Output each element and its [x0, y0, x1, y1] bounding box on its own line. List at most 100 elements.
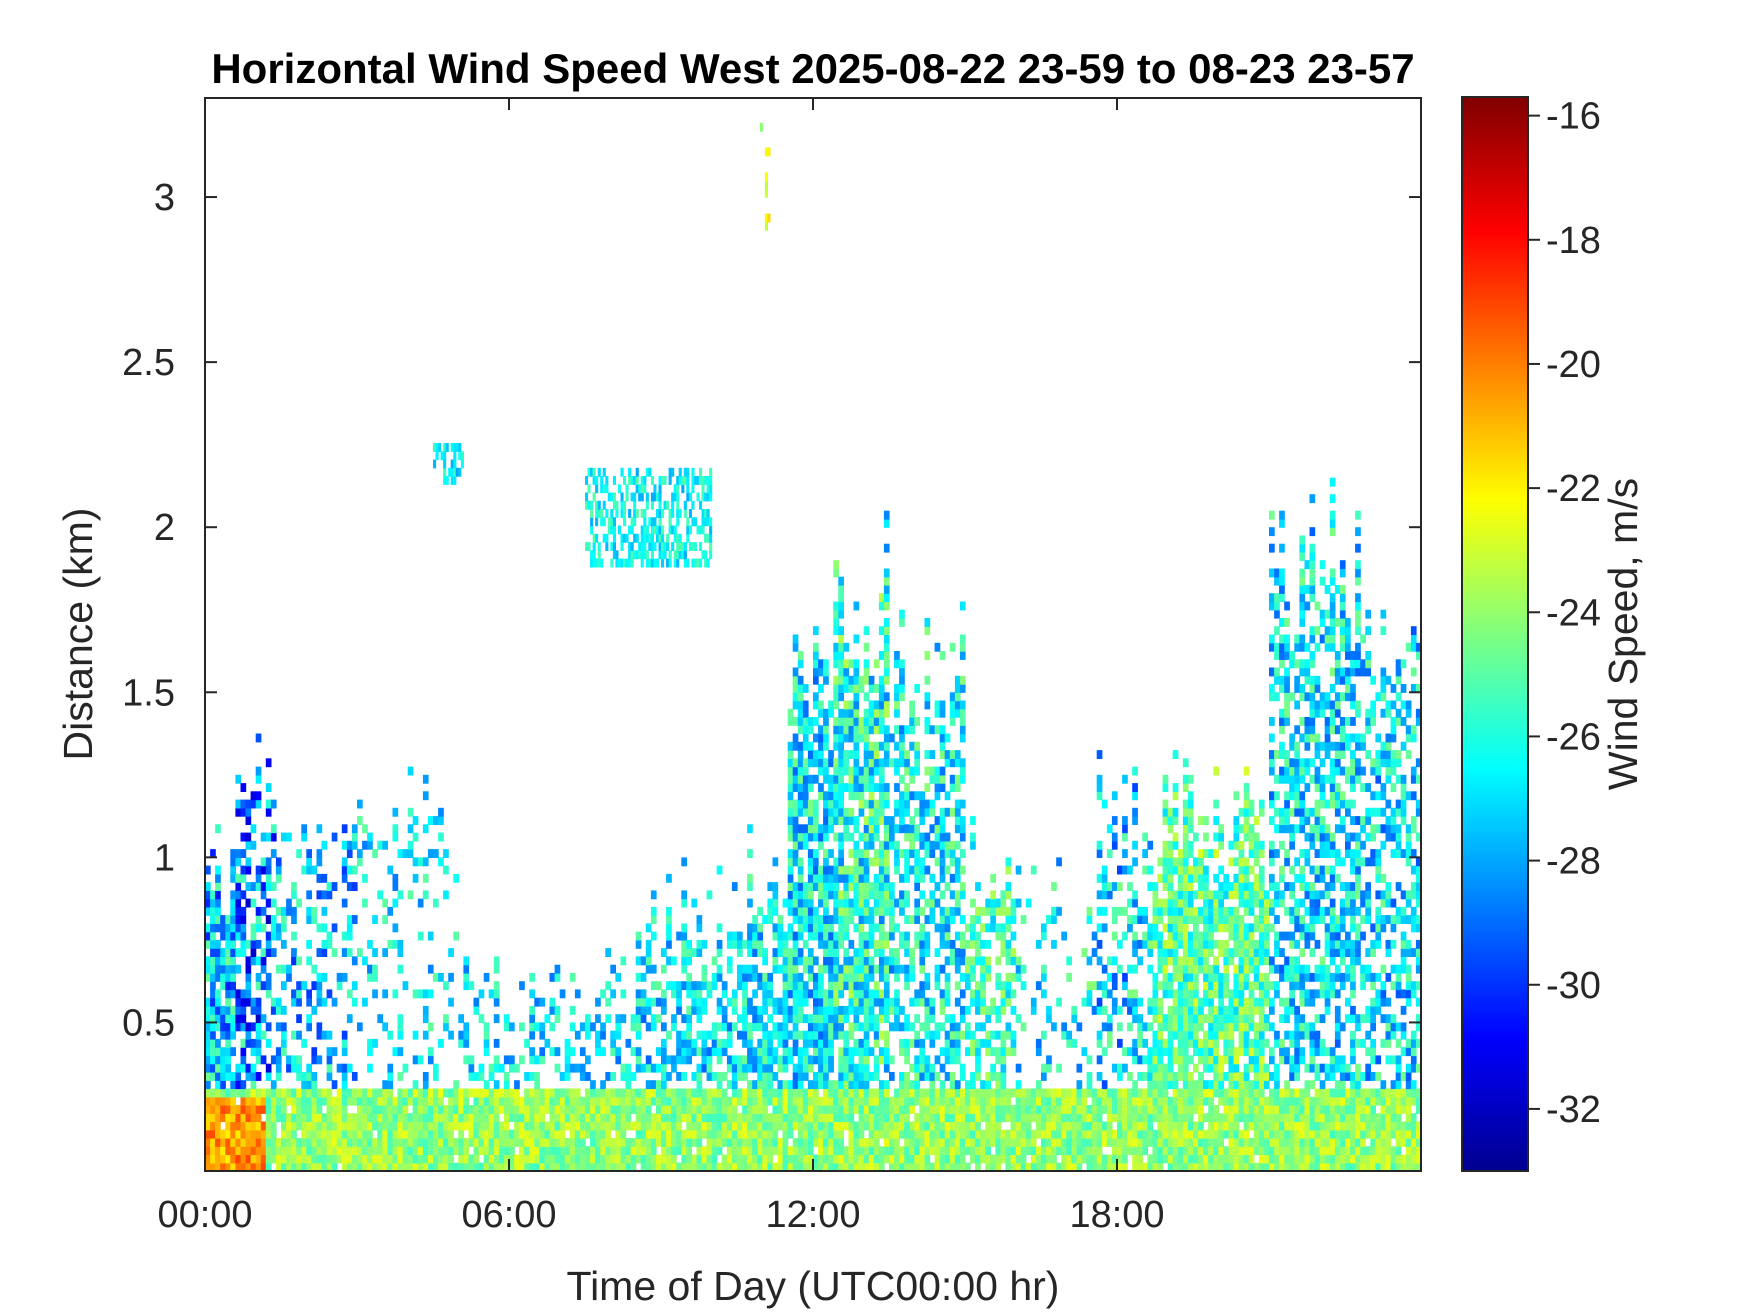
heatmap-cell: [235, 1121, 242, 1131]
heatmap-cell: [894, 972, 900, 982]
heatmap-cell: [655, 1088, 662, 1098]
heatmap-cell: [1132, 1038, 1138, 1048]
heatmap-cell: [807, 906, 814, 916]
heatmap-cell: [1132, 931, 1138, 941]
heatmap-cell: [868, 700, 875, 710]
heatmap-cell: [422, 1154, 429, 1164]
heatmap-cell: [1030, 1154, 1037, 1164]
heatmap-cell: [1020, 1121, 1027, 1131]
heatmap-cell: [853, 1121, 860, 1131]
heatmap-cell: [929, 1096, 936, 1106]
heatmap-cell: [250, 1063, 257, 1073]
heatmap-cell: [691, 981, 698, 991]
heatmap-cell: [1198, 997, 1204, 1007]
heatmap-cell: [868, 882, 875, 891]
heatmap-cell: [443, 1105, 449, 1114]
heatmap-cell: [544, 1038, 551, 1048]
heatmap-cell: [716, 1113, 723, 1123]
heatmap-cell: [544, 1154, 551, 1164]
heatmap-cell: [671, 1055, 677, 1065]
heatmap-cell: [1198, 1047, 1204, 1057]
heatmap-cell: [914, 1072, 920, 1081]
heatmap-cell: [645, 1146, 652, 1156]
heatmap-cell: [655, 1129, 662, 1139]
heatmap-cell: [514, 1088, 520, 1098]
heatmap-cell: [873, 1146, 880, 1156]
heatmap-cell: [235, 849, 242, 858]
heatmap-cell: [524, 1088, 530, 1098]
heatmap-cell: [807, 1162, 814, 1171]
heatmap-cell: [275, 1105, 282, 1114]
heatmap-cell: [883, 1121, 890, 1131]
heatmap-cell: [230, 964, 236, 974]
heatmap-cell: [716, 865, 723, 875]
heatmap-cell: [377, 890, 383, 900]
heatmap-cell: [610, 1105, 616, 1114]
heatmap-cell: [807, 857, 814, 867]
heatmap-cell: [265, 1063, 272, 1073]
heatmap-cell: [519, 981, 525, 991]
heatmap-cell: [326, 1096, 333, 1106]
heatmap-cell: [1182, 783, 1189, 792]
heatmap-cell: [397, 1113, 404, 1123]
heatmap-cell: [1061, 1022, 1067, 1032]
heatmap-cell: [777, 1080, 784, 1090]
heatmap-cell: [828, 750, 834, 759]
heatmap-cell: [924, 1063, 931, 1073]
heatmap-cell: [666, 1072, 672, 1081]
heatmap-cell: [1010, 915, 1017, 924]
heatmap-cell: [777, 1038, 784, 1048]
heatmap-cell: [270, 1088, 277, 1098]
heatmap-cell: [878, 1146, 885, 1156]
heatmap-cell: [797, 832, 804, 842]
heatmap-cell: [792, 1038, 799, 1048]
heatmap-cell: [1187, 791, 1194, 801]
heatmap-cell: [863, 733, 870, 743]
heatmap-cell: [899, 799, 905, 809]
heatmap-cell: [235, 1072, 242, 1081]
heatmap-cell: [650, 981, 657, 991]
heatmap-cell: [858, 964, 865, 974]
heatmap-cell: [1005, 1138, 1012, 1147]
heatmap-cell: [357, 816, 363, 825]
heatmap-cell: [590, 1088, 596, 1098]
heatmap-cell: [782, 1055, 789, 1065]
heatmap-cell: [797, 725, 804, 735]
heatmap-cell: [883, 708, 890, 718]
heatmap-cell: [296, 1096, 302, 1106]
heatmap-cell: [894, 1129, 900, 1139]
heatmap-cell: [848, 1113, 855, 1123]
heatmap-cell: [1167, 1022, 1174, 1032]
heatmap-cell: [1010, 1154, 1017, 1164]
heatmap-cell: [417, 1055, 424, 1065]
heatmap-cell: [990, 906, 996, 916]
heatmap-cell: [250, 1022, 257, 1032]
heatmap-cell: [1157, 981, 1164, 991]
heatmap-cell: [458, 1088, 464, 1098]
heatmap-cell: [848, 750, 855, 759]
heatmap-cell: [215, 898, 221, 908]
heatmap-cell: [326, 1088, 333, 1098]
heatmap-cell: [1213, 1146, 1219, 1156]
heatmap-cell: [372, 1096, 378, 1106]
heatmap-cell: [954, 1038, 961, 1048]
heatmap-cell: [539, 1113, 546, 1123]
heatmap-cell: [281, 1047, 287, 1057]
heatmap-cell: [1193, 1121, 1199, 1131]
heatmap-cell: [367, 1096, 373, 1106]
heatmap-cell: [306, 1129, 312, 1139]
heatmap-cell: [818, 783, 824, 792]
heatmap-cell: [275, 1063, 282, 1073]
heatmap-cell: [1005, 1088, 1012, 1098]
heatmap-cell: [650, 890, 657, 900]
heatmap-cell: [873, 1113, 880, 1123]
heatmap-cell: [1051, 882, 1057, 891]
heatmap-cell: [747, 1129, 753, 1139]
heatmap-cell: [843, 1113, 850, 1123]
heatmap-cell: [1086, 1146, 1093, 1156]
heatmap-cell: [706, 1121, 713, 1131]
heatmap-cell: [737, 972, 743, 982]
heatmap-cell: [433, 1072, 439, 1081]
heatmap-cell: [813, 956, 819, 966]
heatmap-cell: [529, 1105, 535, 1114]
